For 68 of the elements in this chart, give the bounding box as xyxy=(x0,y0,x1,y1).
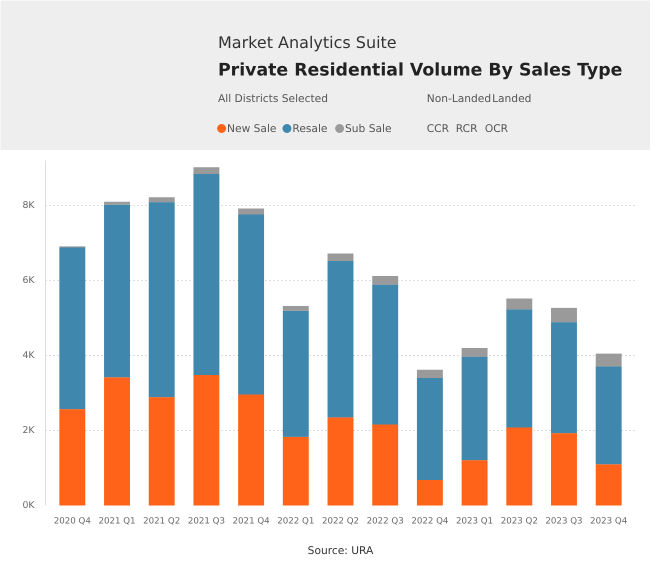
text: Non-Landed xyxy=(426,92,492,105)
bar xyxy=(416,480,443,506)
x-tick-label: 2023 Q3 xyxy=(545,516,583,526)
x-tick-label: 2022 Q3 xyxy=(366,516,404,526)
chart-title: Private Residential Volume By Sales Type xyxy=(218,60,622,80)
bar xyxy=(328,254,354,261)
bar xyxy=(148,202,175,398)
legend-label: Sub Sale xyxy=(345,122,392,135)
legend-label: Resale xyxy=(292,122,328,135)
x-tick-label: 2021 Q3 xyxy=(188,516,225,526)
text: Landed xyxy=(492,92,532,105)
bar xyxy=(506,309,532,428)
bar xyxy=(148,397,175,506)
bar xyxy=(148,197,175,202)
bar xyxy=(238,394,264,506)
bar xyxy=(193,174,220,375)
bar xyxy=(596,354,622,366)
bar xyxy=(372,424,398,506)
y-tick-label: 8K xyxy=(22,200,36,211)
bar xyxy=(462,356,488,460)
bar xyxy=(462,348,488,357)
x-tick-label: 2022 Q2 xyxy=(322,516,360,526)
x-tick-label: 2023 Q4 xyxy=(590,516,628,526)
chart-subtitle: Market Analytics Suite xyxy=(218,33,397,52)
bar xyxy=(328,261,354,418)
x-tick-label: 2021 Q2 xyxy=(143,516,180,526)
bar xyxy=(193,167,220,174)
bar xyxy=(596,464,622,506)
bar xyxy=(462,460,488,506)
y-tick-label: 2K xyxy=(22,425,36,436)
x-tick-label: 2023 Q1 xyxy=(456,516,494,526)
bar xyxy=(506,428,532,506)
bar xyxy=(372,276,398,285)
y-tick-label: 0K xyxy=(22,500,36,511)
bar xyxy=(416,378,443,480)
bar xyxy=(282,436,309,506)
bar xyxy=(596,366,622,464)
bar xyxy=(104,377,130,506)
y-tick-label: 6K xyxy=(22,275,36,286)
text: OCR xyxy=(484,122,509,135)
bar xyxy=(59,409,86,506)
bar xyxy=(193,375,220,506)
bar xyxy=(551,308,577,322)
text: CCR xyxy=(426,122,450,135)
bar xyxy=(238,208,264,214)
x-tick-label: 2023 Q2 xyxy=(500,516,538,526)
bar xyxy=(282,310,309,437)
bar xyxy=(506,298,532,310)
x-tick-label: 2020 Q4 xyxy=(54,516,92,526)
bar xyxy=(551,322,577,434)
bar xyxy=(59,248,86,410)
bar xyxy=(104,204,130,378)
bar xyxy=(238,214,264,394)
bar xyxy=(551,433,577,506)
x-tick-label: 2021 Q4 xyxy=(232,516,270,526)
bar xyxy=(416,370,443,378)
x-tick-label: 2022 Q4 xyxy=(411,516,449,526)
text: All Districts Selected xyxy=(218,92,328,105)
bar xyxy=(372,284,398,424)
source-note: Source: URA xyxy=(308,544,374,557)
legend-label: New Sale xyxy=(227,122,276,135)
x-tick-label: 2021 Q1 xyxy=(98,516,136,526)
x-tick-label: 2022 Q1 xyxy=(277,516,314,526)
text: RCR xyxy=(456,122,478,135)
y-tick-label: 4K xyxy=(22,350,36,361)
bar xyxy=(328,417,354,506)
bar xyxy=(282,306,309,311)
bar xyxy=(104,202,130,205)
